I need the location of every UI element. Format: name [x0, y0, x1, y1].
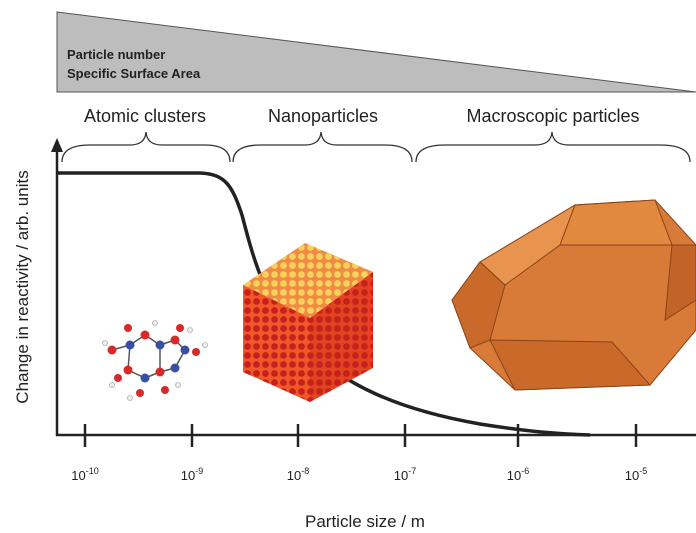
- x-tick-label: 10-9: [181, 466, 203, 483]
- y-axis-label: Change in reactivity / arb. units: [13, 170, 32, 403]
- region-label: Atomic clusters: [84, 106, 206, 126]
- molecule-illustration: [102, 320, 208, 401]
- trend-wedge: [56, 11, 696, 93]
- axis-arrow: [51, 138, 63, 152]
- x-axis-label: Particle size / m: [305, 512, 425, 531]
- header-line: Specific Surface Area: [67, 66, 201, 81]
- crystal-illustration: [451, 199, 696, 391]
- braces: [61, 131, 691, 163]
- nanoparticle-cube: [243, 243, 373, 402]
- tick-labels: 10-10 10-9 10-8 10-7 10-6 10-5: [71, 466, 647, 483]
- region-label: Macroscopic particles: [466, 106, 639, 126]
- x-tick-label: 10-8: [287, 466, 309, 483]
- x-tick-label: 10-7: [394, 466, 416, 483]
- header-line: Particle number: [67, 47, 165, 62]
- x-tick-label: 10-10: [71, 466, 98, 483]
- x-tick-label: 10-6: [507, 466, 529, 483]
- region-label: Nanoparticles: [268, 106, 378, 126]
- x-tick-label: 10-5: [625, 466, 647, 483]
